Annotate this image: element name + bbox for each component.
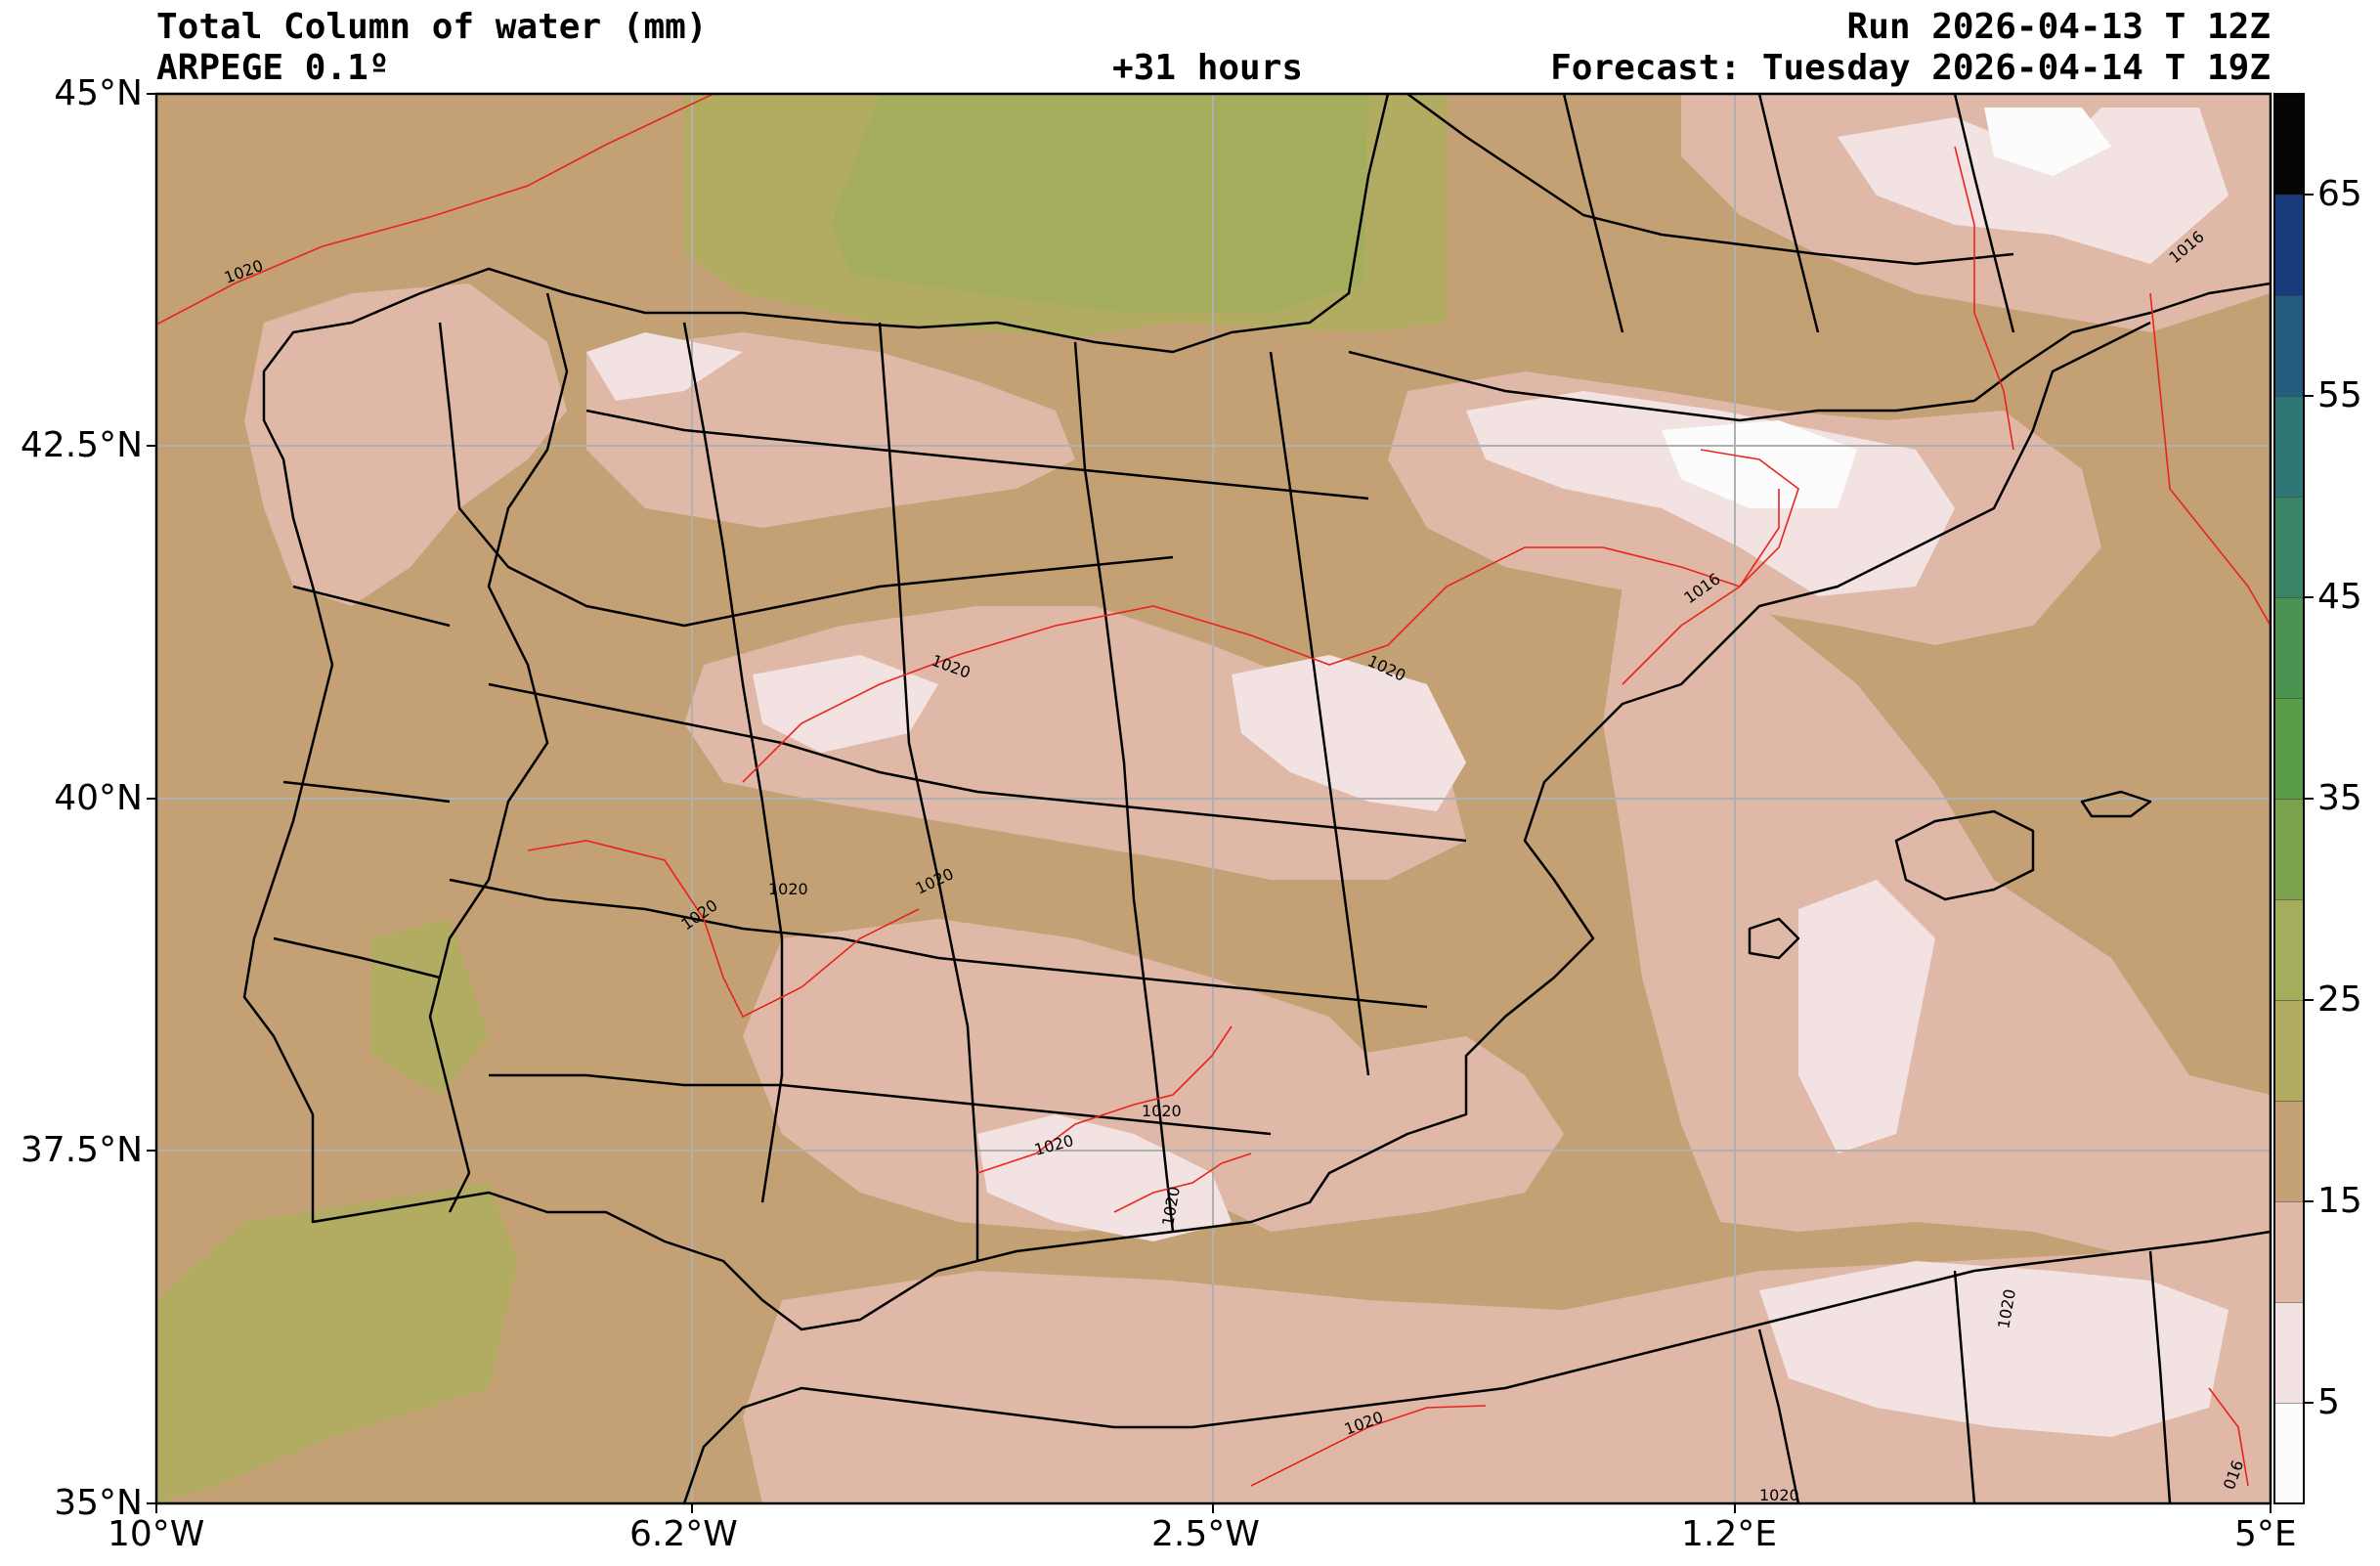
- portugal-internal: [273, 585, 451, 979]
- lat-label: 37.5°N: [20, 1130, 143, 1170]
- spain-internal-2: [585, 409, 1369, 500]
- lon-label: 1.2°E: [1681, 1514, 1777, 1554]
- lat-label: 42.5°N: [20, 425, 143, 465]
- coastlines-borders: [242, 94, 2271, 1503]
- africa-coast: [682, 1230, 2271, 1503]
- colorbar-tick-label: 65: [2317, 174, 2362, 214]
- colorbar-tick-label: 5: [2317, 1382, 2340, 1422]
- colorbar-level-10: [2274, 396, 2304, 497]
- isobars: [156, 94, 2271, 1487]
- colorbar-level-13: [2274, 94, 2304, 195]
- africa-internal: [1757, 1250, 2172, 1503]
- france-internal-1: [1406, 94, 2014, 266]
- ibiza: [1748, 917, 1800, 960]
- field-gibraltar-olive: [156, 1183, 518, 1503]
- lat-label: 45°N: [54, 73, 143, 113]
- colorbar-level-9: [2274, 497, 2304, 597]
- field-med-pink: [1603, 587, 2271, 1271]
- spain-internal-v4: [1269, 351, 1370, 1076]
- lon-label: 10°W: [108, 1514, 205, 1554]
- mallorca: [1894, 809, 2035, 901]
- field-light-africa: [1759, 1261, 2229, 1437]
- colorbar-tick-label: 45: [2317, 577, 2362, 617]
- water-column-field: 1020 1020 1020 1020 1020 1020 1020 1020 …: [156, 94, 2271, 1504]
- lon-label: 5°E: [2234, 1514, 2297, 1554]
- spain-internal-4: [449, 878, 1428, 1009]
- field-west-olive: [371, 919, 489, 1095]
- spain-internal-v1: [682, 322, 784, 1203]
- lead-time: +31 hours: [1112, 48, 1304, 88]
- colorbar-level-8: [2274, 597, 2304, 698]
- portugal-border: [428, 292, 569, 1213]
- isobar-africa: [1250, 1405, 1487, 1487]
- colorbar-level-12: [2274, 195, 2304, 295]
- france-coast-south: [1973, 282, 2271, 402]
- axis-ticks: [147, 93, 2272, 1513]
- isobar-france-east: [1954, 146, 2014, 451]
- isobar-gulf-lion: [2149, 292, 2271, 627]
- spain-internal-5: [489, 1073, 1272, 1136]
- lat-label: 35°N: [54, 1483, 143, 1523]
- field-se-pink: [1212, 1036, 1564, 1232]
- colorbar-level-3: [2274, 1101, 2304, 1201]
- spain-internal-3: [488, 682, 1467, 843]
- france-internal-2: [1562, 94, 2015, 333]
- field-light-north: [586, 332, 743, 401]
- france-spain-border: [1348, 350, 1975, 422]
- field-biscay-green: [831, 94, 1368, 313]
- colorbar-level-6: [2274, 799, 2304, 899]
- isobar-central: [742, 449, 1799, 783]
- field-south-pink: [743, 919, 1388, 1232]
- colorbar-level-0: [2274, 1403, 2304, 1503]
- lon-label: 6.2°W: [629, 1514, 738, 1554]
- isobar-northwest: [156, 94, 714, 326]
- colorbar-tick-label: 25: [2317, 979, 2362, 1020]
- iberia-coastline: [242, 94, 2151, 1331]
- isobar-west: [527, 840, 920, 1019]
- colorbar-level-4: [2274, 1000, 2304, 1101]
- spain-internal-v3: [1073, 341, 1175, 1233]
- colorbar-level-5: [2274, 899, 2304, 1000]
- field-light-france: [1838, 108, 2229, 264]
- field-light-balearic-sea: [1798, 880, 1935, 1153]
- field-white-france: [1984, 108, 2111, 176]
- isobar-label: 1020: [1759, 1486, 1799, 1504]
- spain-internal-v2: [878, 322, 979, 1261]
- colorbar-tick-label: 35: [2317, 778, 2362, 818]
- lon-label: 2.5°W: [1151, 1514, 1260, 1554]
- isobar-catalonia: [1622, 489, 1780, 685]
- spain-internal-1: [438, 322, 1174, 628]
- colorbar-tick-label: 55: [2317, 375, 2362, 415]
- field-light-iberic: [1232, 655, 1466, 811]
- menorca: [2080, 790, 2152, 818]
- colorbar-level-11: [2274, 295, 2304, 396]
- run-time: Run 2026-04-13 T 12Z: [1846, 7, 2271, 47]
- field-north-pink: [586, 332, 1075, 528]
- colorbar-level-2: [2274, 1201, 2304, 1302]
- isobar-betic: [1113, 1153, 1252, 1213]
- colorbar: [2273, 93, 2314, 1504]
- forecast-time: Forecast: Tuesday 2026-04-14 T 19Z: [1550, 48, 2271, 88]
- isobar-label: 1020: [1142, 1102, 1182, 1120]
- lat-label: 40°N: [54, 778, 143, 818]
- map-title: Total Column of water (mm): [156, 7, 708, 47]
- isobar-east-africa: [2208, 1387, 2249, 1487]
- colorbar-level-1: [2274, 1302, 2304, 1403]
- field-white-pyrenees: [1662, 420, 1857, 508]
- model-name: ARPEGE 0.1º: [156, 48, 390, 88]
- field-light-sierra-nevada: [977, 1114, 1232, 1241]
- colorbar-level-7: [2274, 698, 2304, 799]
- isobar-south: [976, 1025, 1233, 1174]
- colorbar-tick-label: 15: [2317, 1181, 2362, 1221]
- isobar-label: 1020: [768, 880, 808, 898]
